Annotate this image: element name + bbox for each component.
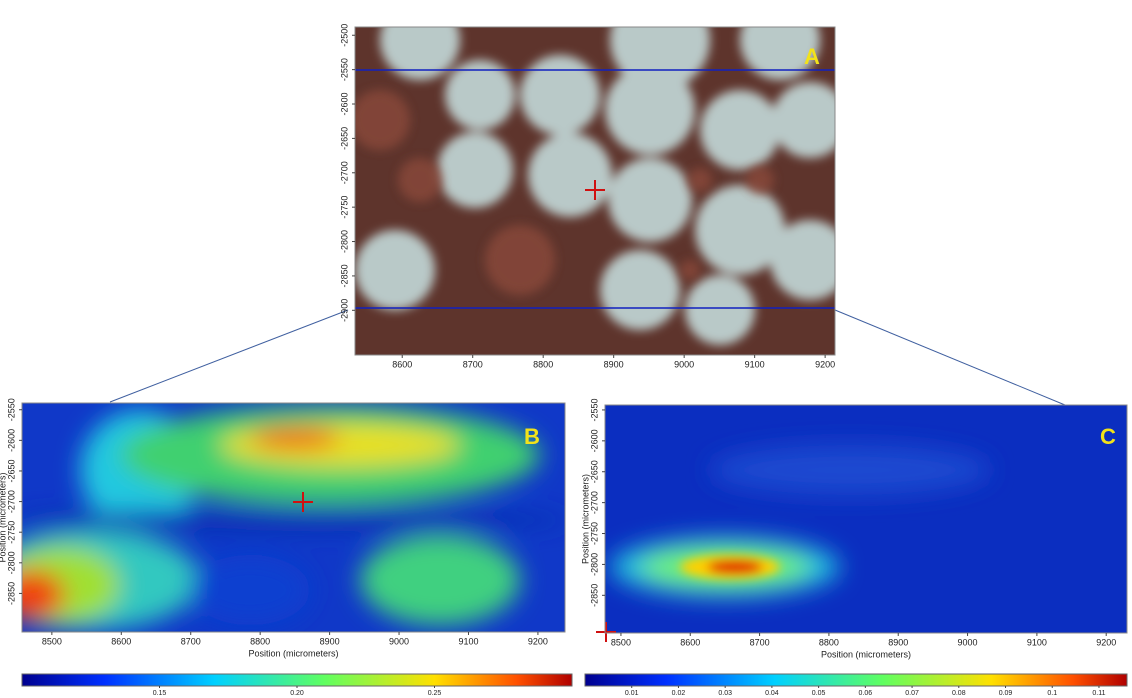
colorbar-tick-label: 0.09 xyxy=(999,690,1013,697)
colorbar-tick-label: 0.25 xyxy=(428,690,442,697)
y-tick-label: -2750 xyxy=(6,521,16,544)
y-tick-label: -2600 xyxy=(589,429,599,452)
x-tick-label: 8900 xyxy=(320,636,340,646)
y-tick-label: -2900 xyxy=(339,299,349,322)
page: {"panels": [ {"label": "A", "xlim": [853… xyxy=(0,0,1132,698)
connector xyxy=(835,310,1065,405)
x-tick-label: 9200 xyxy=(1096,637,1116,647)
x-tick-label: 9000 xyxy=(958,637,978,647)
y-axis-label: Position (micrometers) xyxy=(0,472,7,562)
x-tick-label: 8500 xyxy=(42,636,62,646)
y-tick-label: -2750 xyxy=(339,196,349,219)
x-tick-label: 8600 xyxy=(680,637,700,647)
y-tick-label: -2700 xyxy=(6,490,16,513)
x-tick-label: 9200 xyxy=(815,359,835,369)
y-tick-label: -2750 xyxy=(589,522,599,545)
y-tick-label: -2500 xyxy=(339,24,349,47)
heatmap xyxy=(0,403,570,632)
y-tick-label: -2600 xyxy=(339,92,349,115)
x-tick-label: 8600 xyxy=(111,636,131,646)
x-tick-label: 9000 xyxy=(674,359,694,369)
colorbar-tick-label: 0.04 xyxy=(765,690,779,697)
colorbar-tick-label: 0.08 xyxy=(952,690,966,697)
micrograph xyxy=(350,0,850,355)
y-tick-label: -2850 xyxy=(6,582,16,605)
x-tick-label: 8700 xyxy=(181,636,201,646)
x-axis-label: Position (micrometers) xyxy=(821,649,911,659)
y-tick-label: -2550 xyxy=(339,58,349,81)
y-tick-label: -2650 xyxy=(6,459,16,482)
colorbar-tick-label: 0.11 xyxy=(1092,690,1105,697)
x-axis-label: Position (micrometers) xyxy=(248,648,338,658)
colorbar-tick-label: 0.03 xyxy=(718,690,732,697)
y-tick-label: -2800 xyxy=(589,553,599,576)
colorbar-tick-label: 0.20 xyxy=(290,690,304,697)
x-tick-label: 8800 xyxy=(533,359,553,369)
x-tick-label: 8600 xyxy=(392,359,412,369)
x-tick-label: 8700 xyxy=(463,359,483,369)
y-tick-label: -2700 xyxy=(339,161,349,184)
x-tick-label: 9200 xyxy=(528,636,548,646)
x-tick-label: 8800 xyxy=(819,637,839,647)
x-tick-label: 8900 xyxy=(888,637,908,647)
y-tick-label: -2650 xyxy=(589,460,599,483)
y-tick-label: -2800 xyxy=(339,230,349,253)
panel-label: B xyxy=(524,424,540,449)
colorbar-tick-label: 0.1 xyxy=(1047,690,1057,697)
colorbar-tick-label: 0.01 xyxy=(625,690,639,697)
x-tick-label: 8700 xyxy=(750,637,770,647)
figure: A 8600 8700 8800 8900 9000 9100 9200 -2500 -2550 -… xyxy=(0,0,1132,698)
x-tick-label: 8800 xyxy=(250,636,270,646)
colorbar-tick-label: 0.07 xyxy=(905,690,919,697)
y-tick-label: -2650 xyxy=(339,127,349,150)
panel-label: A xyxy=(804,44,820,69)
y-tick-label: -2550 xyxy=(589,398,599,421)
colorbar-tick-label: 0.06 xyxy=(859,690,873,697)
colorbar-tick-label: 0.15 xyxy=(153,690,167,697)
heatmap xyxy=(605,405,1127,633)
y-tick-label: -2700 xyxy=(589,491,599,514)
x-tick-label: 9100 xyxy=(1027,637,1047,647)
colorbar xyxy=(585,674,1127,686)
colorbar-tick-label: 0.05 xyxy=(812,690,826,697)
y-tick-label: -2850 xyxy=(589,584,599,607)
x-tick-label: 9100 xyxy=(458,636,478,646)
y-tick-label: -2800 xyxy=(6,551,16,574)
y-tick-label: -2850 xyxy=(339,264,349,287)
x-tick-label: 9000 xyxy=(389,636,409,646)
y-tick-label: -2550 xyxy=(6,398,16,421)
connector xyxy=(110,310,348,402)
y-axis-label: Position (micrometers) xyxy=(580,474,590,564)
panel-label: C xyxy=(1100,424,1116,449)
y-tick-label: -2600 xyxy=(6,429,16,452)
x-tick-label: 9100 xyxy=(745,359,765,369)
colorbar-tick-label: 0.02 xyxy=(672,690,686,697)
x-tick-label: 8500 xyxy=(611,637,631,647)
colorbar xyxy=(22,674,572,686)
x-tick-label: 8900 xyxy=(604,359,624,369)
